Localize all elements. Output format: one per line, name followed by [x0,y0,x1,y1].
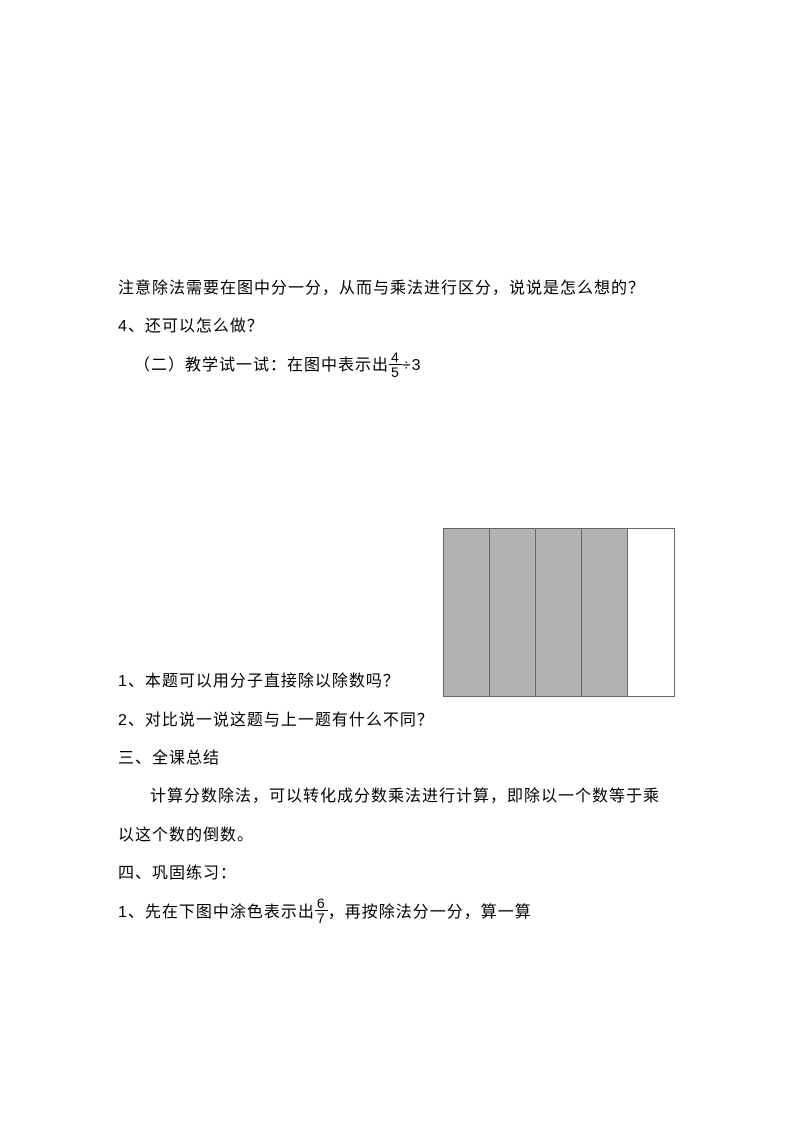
frac-num-2: 6 [315,896,328,911]
diagram-col-2 [490,529,536,696]
diagram-col-3 [536,529,582,696]
p2-text: 、还可以怎么做？ [128,318,264,335]
fraction-6-7: 67 [315,896,328,925]
paragraph-8: 四、巩固练习： [118,855,675,893]
p5-text: 、对比说一说这题与上一题有什么不同？ [128,712,434,729]
paragraph-1: 注意除法需要在图中分一分，从而与乘法进行区分，说说是怎么想的？ [118,270,675,308]
paragraph-7: 计算分数除法，可以转化成分数乘法进行计算，即除以一个数等于乘以这个数的倒数。 [118,778,675,855]
p3-prefix: （二）教学试一试：在图中表示出 [134,357,389,374]
paragraph-6: 三、全课总结 [118,740,675,778]
frac-num: 4 [389,350,402,365]
frac-den: 5 [389,365,402,379]
number-4: 4 [118,318,128,335]
spacer [118,385,675,533]
paragraph-9: 1、先在下图中涂色表示出67，再按除法分一分，算一算 [118,894,675,932]
p9-mid: 、先在下图中涂色表示出 [128,904,315,921]
paragraph-5: 2、对比说一说这题与上一题有什么不同？ [118,702,675,740]
diagram-col-4 [582,529,628,696]
paragraph-2: 4、还可以怎么做？ [118,308,675,346]
number-1: 1 [118,673,128,690]
diagram-col-5 [628,529,674,696]
fraction-diagram-container [443,528,675,697]
number-1b: 1 [118,904,128,921]
document-content: 注意除法需要在图中分一分，从而与乘法进行区分，说说是怎么想的？ 4、还可以怎么做… [0,0,793,932]
paragraph-3: （二）教学试一试：在图中表示出45÷3 [134,347,675,385]
p4-text: 、本题可以用分子直接除以除数吗？ [128,673,400,690]
number-2: 2 [118,712,128,729]
fraction-diagram [443,528,675,697]
fraction-4-5: 45 [389,350,402,379]
p9-suffix: ，再按除法分一分，算一算 [328,904,532,921]
p3-suffix: ÷3 [402,357,422,374]
frac-den-2: 7 [315,911,328,925]
diagram-col-1 [444,529,490,696]
